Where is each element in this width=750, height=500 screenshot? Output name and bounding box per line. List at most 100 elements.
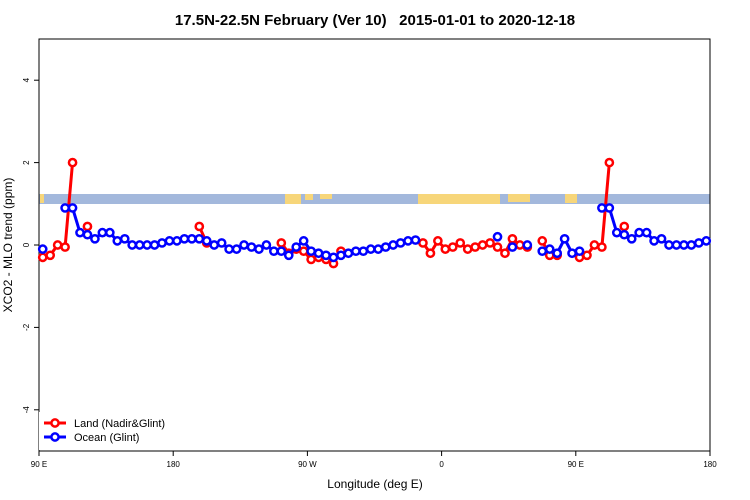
data-point: [60, 242, 70, 252]
data-point: [395, 238, 406, 248]
data-point: [485, 238, 495, 248]
data-point: [343, 248, 354, 259]
data-point: [149, 240, 160, 250]
data-point: [522, 240, 533, 250]
data-point: [552, 248, 563, 259]
data-point: [127, 240, 138, 250]
data-point: [358, 246, 369, 257]
data-point: [604, 203, 615, 213]
y-tick-label: -2: [22, 323, 31, 331]
data-point: [172, 236, 182, 246]
data-point: [626, 233, 637, 244]
data-point: [597, 203, 607, 213]
data-point: [112, 236, 123, 246]
data-point: [373, 244, 384, 254]
data-point: [321, 250, 331, 261]
data-point: [664, 240, 674, 250]
legend: Land (Nadir&Glint) Ocean (Glint): [39, 412, 189, 450]
data-point: [306, 254, 316, 265]
data-point: [179, 233, 190, 244]
data-point: [433, 236, 443, 246]
data-point: [239, 240, 249, 250]
data-point: [611, 227, 622, 238]
x-tick-label: 180: [167, 460, 181, 469]
data-point: [37, 252, 48, 263]
y-tick-label: -4: [22, 406, 31, 414]
data-point: [686, 240, 697, 250]
y-tick-label: 2: [22, 160, 31, 165]
data-point: [418, 238, 428, 248]
data-point: [507, 233, 518, 244]
x-tick-label: 0: [439, 460, 444, 469]
data-point: [283, 250, 294, 261]
data-point: [269, 246, 279, 257]
data-point: [82, 221, 93, 232]
data-point: [194, 221, 205, 232]
data-point: [276, 238, 287, 248]
data-point: [104, 227, 115, 238]
data-point: [119, 233, 130, 244]
data-point: [164, 236, 175, 246]
data-point: [656, 233, 667, 244]
data-point: [157, 238, 167, 248]
data-point: [597, 242, 607, 252]
data-point: [291, 242, 302, 252]
data-point: [559, 233, 570, 244]
data-point: [604, 157, 615, 168]
data-point: [574, 246, 585, 257]
data-point: [60, 203, 70, 213]
data-point: [231, 244, 242, 254]
data-point: [75, 227, 85, 238]
y-axis-label: XCO2 - MLO trend (ppm): [1, 178, 15, 313]
data-point: [410, 235, 421, 245]
data-point: [500, 248, 510, 259]
data-point: [671, 240, 682, 250]
data-point: [246, 242, 257, 252]
data-point: [492, 242, 503, 252]
data-point: [589, 240, 600, 250]
legend-marker: [50, 432, 60, 442]
data-point: [142, 240, 152, 250]
x-tick-label: 90 W: [298, 460, 317, 469]
data-point: [515, 240, 525, 250]
data-point: [619, 229, 630, 240]
legend-marker: [50, 418, 60, 428]
data-point: [306, 246, 316, 257]
data-point: [462, 244, 473, 254]
x-tick-label: 90 E: [31, 460, 47, 469]
data-point: [440, 244, 451, 254]
data-point: [679, 240, 689, 250]
data-point: [194, 233, 205, 244]
data-point: [276, 246, 287, 257]
data-point: [45, 250, 56, 261]
data-point: [425, 248, 436, 259]
data-point: [582, 250, 592, 261]
data-point: [470, 242, 480, 252]
x-tick-label: 90 E: [568, 460, 584, 469]
x-tick-label: 180: [703, 460, 717, 469]
data-point: [351, 246, 361, 257]
data-point: [537, 236, 548, 246]
data-point: [82, 229, 93, 240]
data-point: [619, 221, 630, 232]
data-point: [567, 248, 577, 259]
data-point: [388, 240, 398, 250]
data-point: [97, 227, 108, 238]
data-point: [328, 252, 339, 263]
data-point: [634, 227, 645, 238]
data-point: [380, 242, 391, 252]
data-point: [701, 236, 712, 246]
chart-title: 17.5N-22.5N February (Ver 10) 2015-01-01…: [175, 12, 575, 29]
data-point: [52, 240, 63, 250]
data-point: [216, 238, 227, 248]
data-point: [313, 248, 324, 259]
data-point: [477, 240, 488, 250]
data-point: [186, 233, 197, 244]
data-point: [209, 240, 220, 250]
data-point: [641, 227, 652, 238]
data-point: [649, 236, 659, 246]
data-point: [455, 238, 466, 248]
data-point: [336, 250, 346, 261]
x-axis-label: Longitude (deg E): [327, 477, 422, 491]
